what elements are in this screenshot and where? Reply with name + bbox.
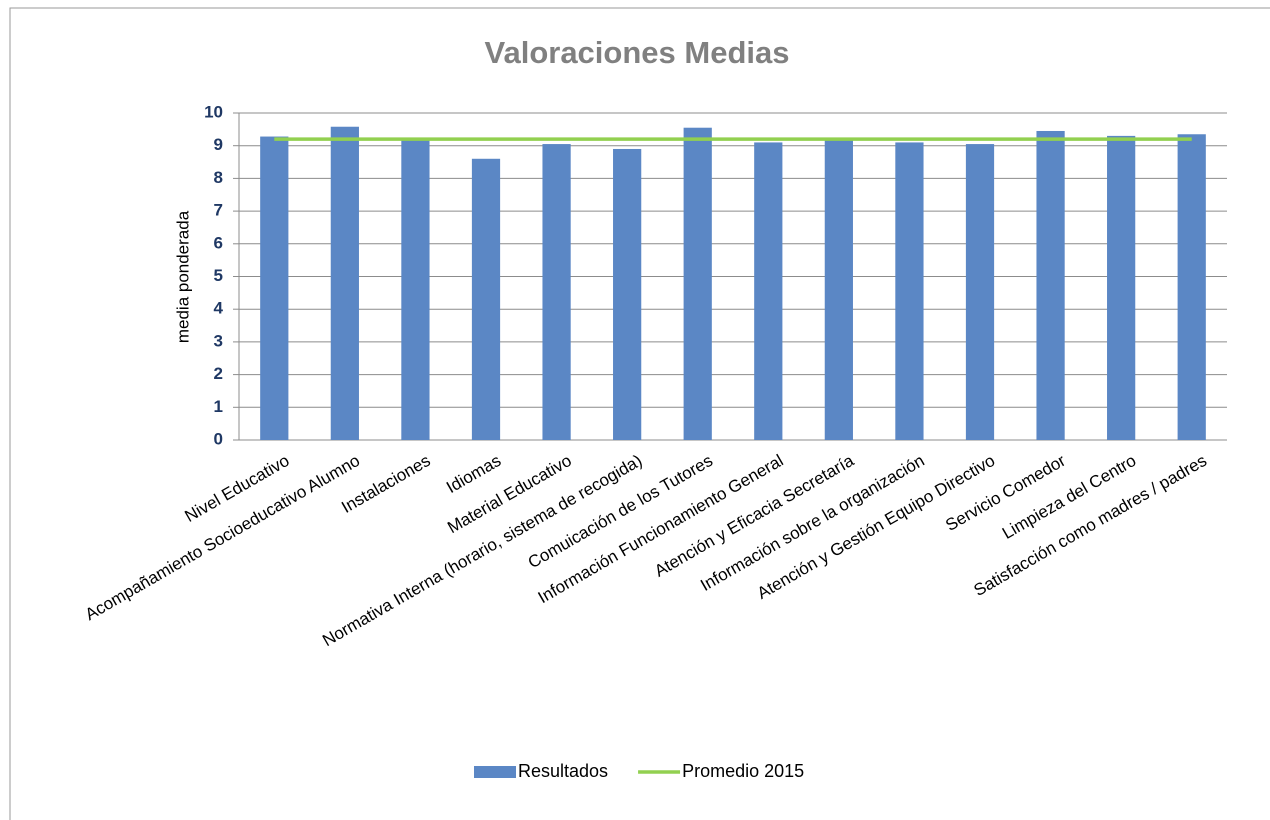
bar [471, 158, 501, 440]
bar [401, 139, 430, 440]
x-tick-label: Acompañamiento Socioeducativo Alumno [82, 451, 363, 624]
y-tick-label: 6 [214, 233, 223, 252]
bar [754, 142, 783, 440]
bar [824, 139, 853, 440]
bar [260, 136, 289, 440]
legend-label: Resultados [518, 761, 608, 781]
bar [1036, 130, 1065, 441]
y-tick-label: 4 [214, 299, 224, 318]
chart-title: Valoraciones Medias [485, 35, 790, 70]
bar [613, 148, 642, 440]
y-tick-label: 10 [204, 102, 223, 121]
y-tick-label: 5 [214, 266, 223, 285]
x-tick-label: Normativa Interna (horario, sistema de r… [319, 451, 645, 650]
y-tick-label: 3 [214, 331, 223, 350]
x-tick-label: Idiomas [443, 451, 504, 497]
y-tick-label: 7 [214, 201, 223, 220]
legend-label: Promedio 2015 [682, 761, 804, 781]
bar [965, 144, 995, 440]
bar [683, 127, 712, 440]
chart-border [9, 7, 1270, 820]
bar [1177, 134, 1206, 440]
y-tick-label: 9 [214, 135, 223, 154]
y-tick-label: 8 [214, 168, 223, 187]
bar [1107, 135, 1136, 440]
y-axis-label: media ponderada [173, 210, 192, 343]
bar [542, 144, 571, 440]
y-tick-label: 0 [214, 429, 223, 448]
legend-swatch [474, 766, 516, 778]
y-tick-label: 2 [214, 364, 223, 383]
bar [330, 126, 359, 440]
y-tick-label: 1 [214, 397, 223, 416]
bar [895, 142, 924, 440]
